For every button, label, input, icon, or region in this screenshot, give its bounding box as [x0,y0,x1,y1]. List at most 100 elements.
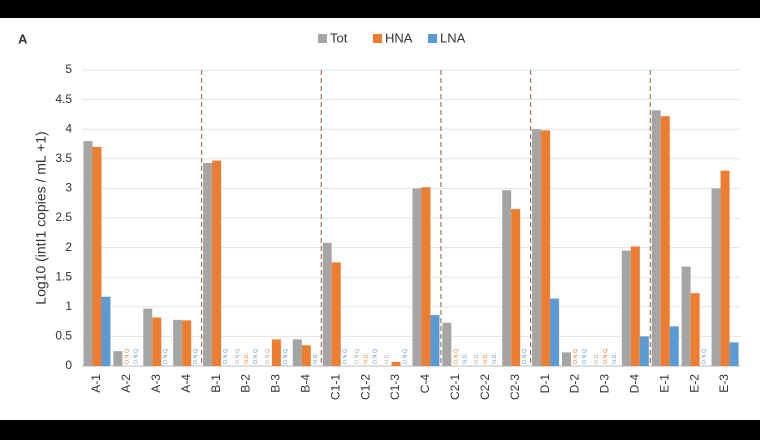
value-label: D.N.Q [133,348,139,364]
bottom-band [0,420,760,440]
value-label: D.N.Q [163,348,169,364]
value-label: N.D. [492,353,498,364]
bar [621,250,631,366]
x-tick-label: C2-1 [448,374,462,400]
value-label: D.N.Q [373,348,379,364]
y-tick-label: 3.5 [55,151,72,165]
value-label: D.N.Q [522,348,528,364]
x-tick-label: C2-3 [508,374,522,400]
x-tick-label: E-1 [657,374,671,393]
value-label: N.D. [384,353,390,364]
bar [182,320,192,366]
legend-label: Tot [330,30,348,45]
x-tick-label: B-3 [269,374,283,393]
bar [681,266,691,366]
x-tick-label: A-3 [149,374,163,393]
bar [639,336,649,366]
bar [711,188,721,366]
y-tick-label: 4.5 [55,92,72,106]
x-tick-label: A-1 [89,374,103,393]
value-label: N.D. [462,353,468,364]
bar [331,262,341,366]
x-tick-label: A-4 [179,374,193,393]
legend-swatch [373,34,382,43]
x-tick-label: C1-2 [358,374,372,400]
y-tick-label: 2 [65,240,72,254]
value-label: D.N.Q [253,348,259,364]
bar [729,342,739,366]
legend-label: LNA [440,30,466,45]
bar [212,160,222,366]
bar [511,209,521,366]
bar [391,361,401,366]
bar [720,170,730,366]
bar [322,242,332,366]
x-tick-label: B-2 [239,374,253,393]
bar [301,345,311,366]
y-tick-label: 1.5 [55,269,72,283]
value-label: D.N.Q [453,348,459,364]
value-label: D.N.Q [582,348,588,364]
bar [532,129,542,366]
bar [92,146,102,366]
value-label: D.N.Q [603,348,609,364]
value-label: D.N.Q [265,348,271,364]
x-tick-label: E-2 [687,374,701,393]
value-label: N.D. [474,353,480,364]
bar [412,188,422,366]
value-label: D.N.Q [402,348,408,364]
bar [562,352,571,366]
value-label: D.N.Q [702,348,708,364]
y-tick-label: 0 [65,358,72,372]
x-tick-label: C2-2 [478,374,492,400]
bar [152,317,162,366]
bar [651,110,661,366]
bar [690,293,700,366]
bar [101,296,111,366]
x-tick-label: A-2 [119,374,133,393]
value-label: D.N.Q [573,348,579,364]
bar [203,162,213,366]
bar [541,130,551,366]
x-tick-label: C1-3 [388,374,402,400]
bar [430,315,440,366]
value-label: N.D. [244,353,250,364]
bar [143,308,153,366]
x-tick-label: C-4 [418,374,432,394]
bar [660,116,670,367]
bar [421,187,431,366]
bar [271,339,281,366]
x-tick-label: E-3 [717,374,731,393]
x-tick-label: B-1 [209,374,223,393]
legend-label: HNA [385,30,413,45]
value-label: D.N.Q [343,348,349,364]
value-label: N.D. [313,353,319,364]
bar [550,298,560,366]
value-label: D.N.Q [124,348,130,364]
y-tick-label: 0.5 [55,329,72,343]
x-tick-label: B-4 [298,374,312,393]
y-axis-title: Log10 (intI1 copies / mL +1) [33,131,49,304]
value-label: N.D. [594,353,600,364]
value-label: D.N.Q [355,348,361,364]
x-tick-label: D-1 [538,374,552,394]
y-tick-label: 1 [65,299,72,313]
panel-label: A [18,31,28,46]
legend-swatch [318,34,327,43]
bar [630,246,640,366]
top-band [0,0,760,18]
bar [669,326,679,366]
value-label: D.N.Q [193,348,199,364]
value-label: N.D. [483,353,489,364]
bar [113,351,123,366]
value-label: N.D. [612,353,618,364]
y-tick-label: 2.5 [55,210,72,224]
y-tick-label: 4 [65,121,72,135]
value-label: D.N.Q [235,348,241,364]
bar [502,190,512,366]
bar [292,339,302,366]
value-label: D.N.Q [223,348,229,364]
x-tick-label: D-3 [598,374,612,394]
